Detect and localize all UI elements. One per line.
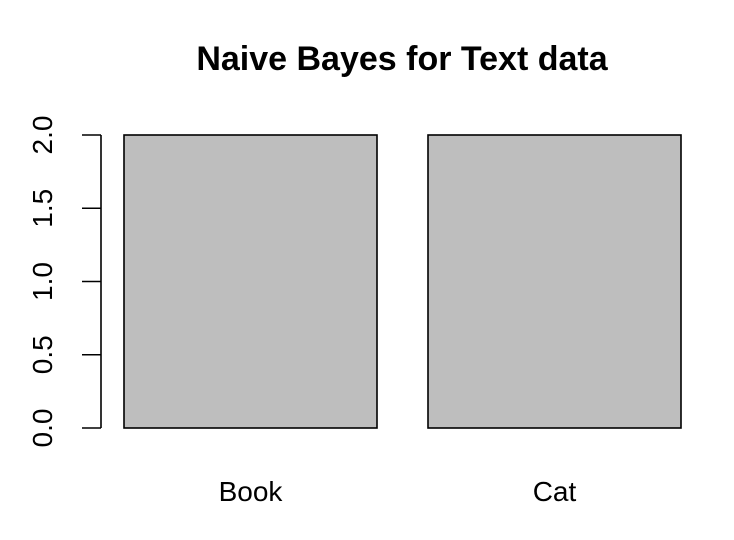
y-tick-label: 1.0: [27, 262, 58, 301]
bar-cat: [427, 134, 682, 429]
bars-group: [123, 134, 682, 429]
chart-title: Naive Bayes for Text data: [196, 40, 608, 78]
bar-book: [123, 134, 378, 429]
y-tick-label: 1.5: [27, 189, 58, 228]
y-tick-label: 0.0: [27, 409, 58, 448]
x-tick-label: Book: [219, 476, 284, 507]
y-tick-label: 0.5: [27, 335, 58, 374]
x-tick-label: Cat: [533, 476, 577, 507]
y-axis: 0.0 0.5 1.0 1.5 2.0: [27, 116, 102, 448]
y-tick-label: 2.0: [27, 116, 58, 155]
x-axis-labels: Book Cat: [219, 476, 577, 507]
